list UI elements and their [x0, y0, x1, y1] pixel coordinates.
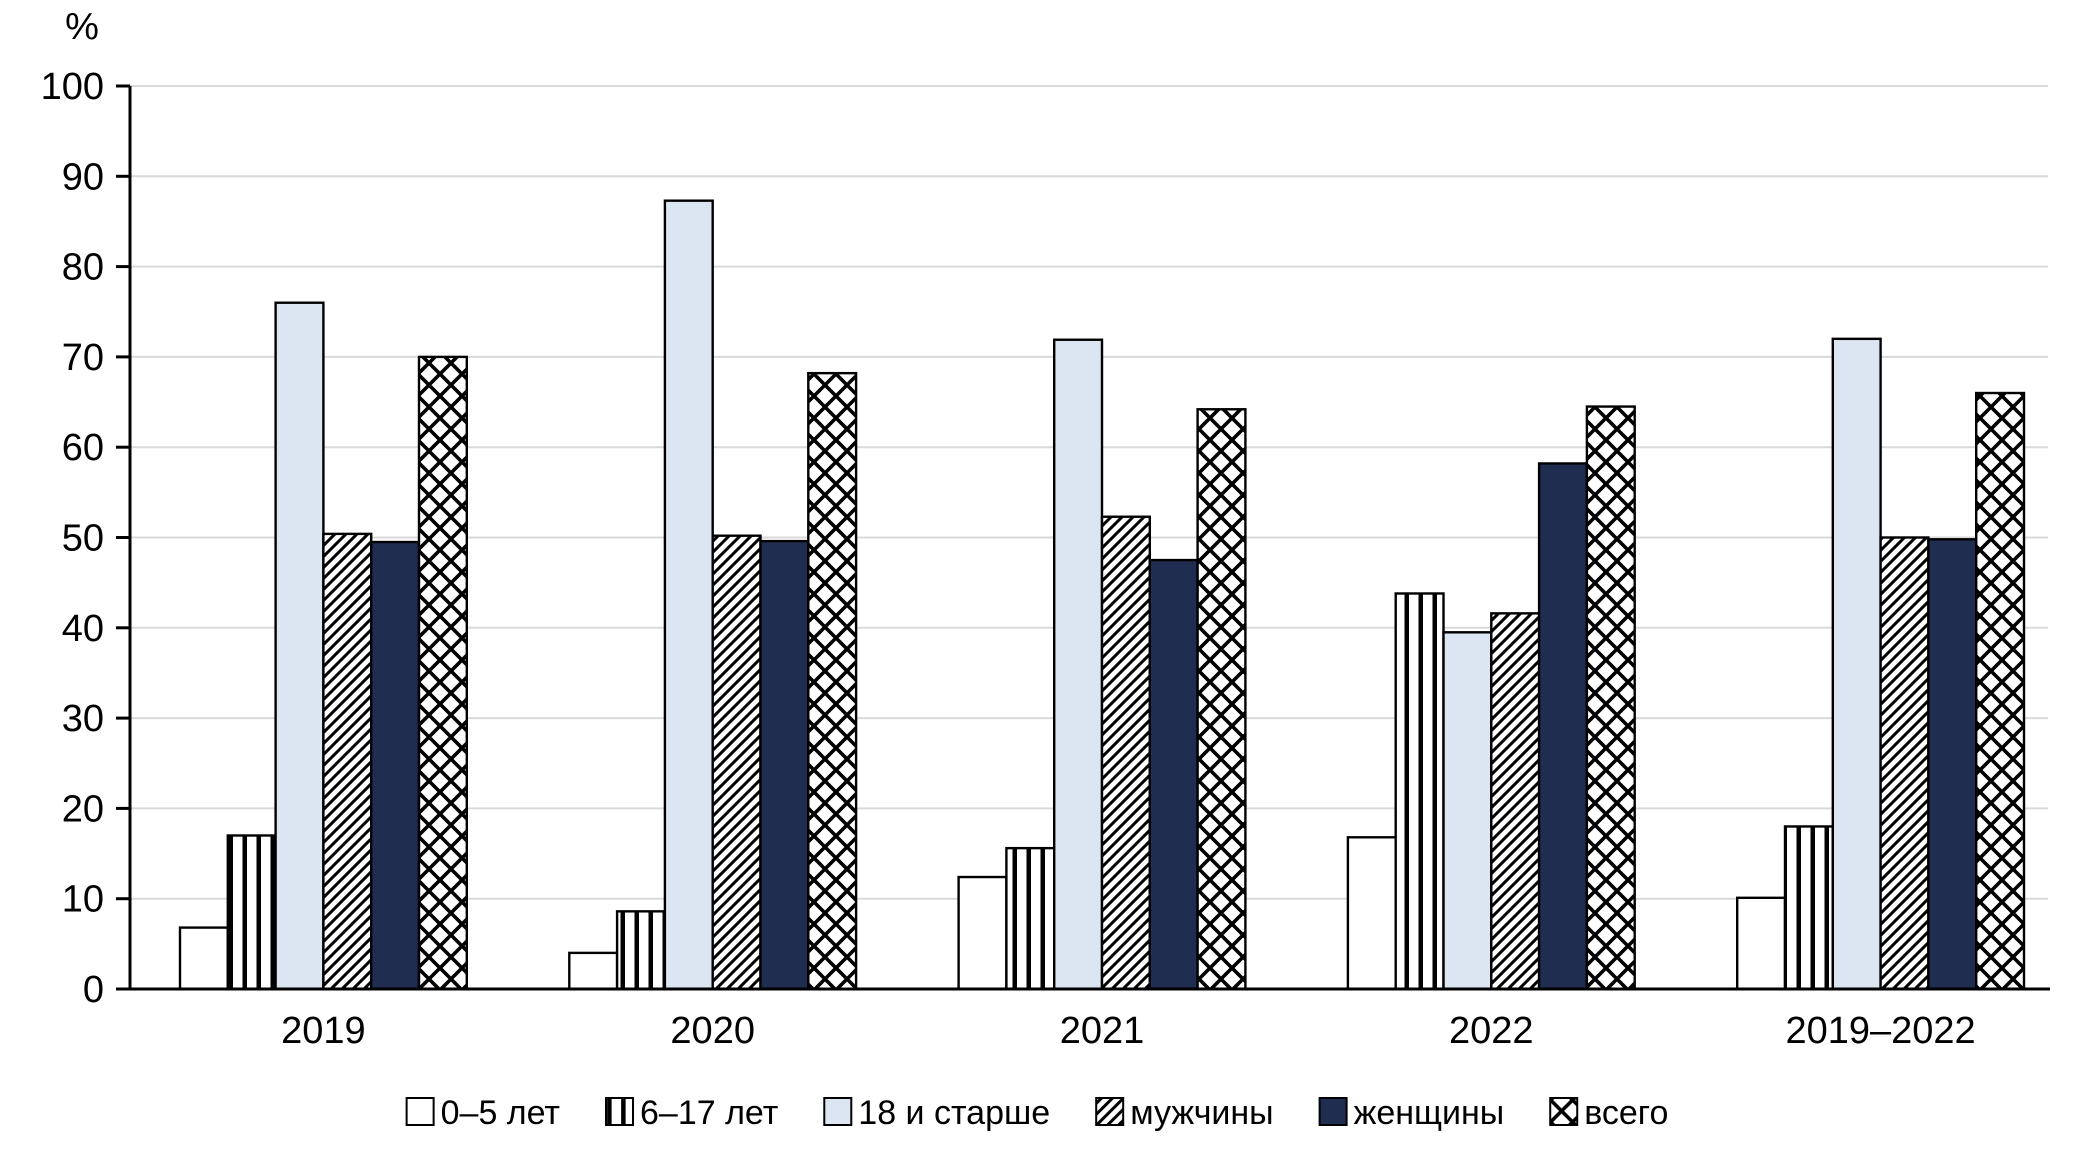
- bar: [711, 534, 762, 991]
- bar: [1490, 612, 1541, 991]
- bar: [1879, 536, 1930, 991]
- legend-swatch: [1095, 1097, 1125, 1126]
- bar: [615, 910, 667, 991]
- y-axis-tick-label: 50: [62, 518, 104, 560]
- legend-item: мужчины: [1095, 1094, 1274, 1132]
- bar: [1394, 592, 1445, 991]
- bar: [1100, 515, 1151, 991]
- legend-swatch: [1318, 1097, 1348, 1126]
- legend-swatch: [405, 1097, 435, 1126]
- y-axis-tick-label: 30: [62, 698, 104, 740]
- legend-item: женщины: [1318, 1094, 1505, 1132]
- y-axis-tick-label: 40: [62, 608, 104, 650]
- bar: [226, 834, 277, 991]
- bar: [1783, 825, 1834, 991]
- bar: [807, 371, 858, 991]
- y-axis-unit-label: %: [65, 6, 99, 48]
- bar: [1442, 631, 1493, 991]
- x-axis-category-label: 2019–2022: [1785, 1010, 1975, 1052]
- bar: [1831, 337, 1882, 991]
- x-axis-category-label: 2019: [281, 1010, 366, 1052]
- legend-label: женщины: [1354, 1094, 1505, 1132]
- x-axis-category-label: 2020: [670, 1010, 755, 1052]
- bar: [1052, 338, 1104, 991]
- legend-label: 18 и старше: [858, 1094, 1050, 1132]
- legend-swatch: [823, 1097, 853, 1126]
- bar: [1974, 391, 2026, 991]
- y-axis-tick-label: 70: [62, 337, 104, 379]
- bar: [663, 199, 714, 991]
- bar: [1148, 558, 1199, 991]
- legend-item: 18 и старше: [823, 1094, 1050, 1132]
- legend-label: всего: [1584, 1094, 1668, 1132]
- legend-swatch: [605, 1097, 634, 1126]
- bar: [1346, 836, 1397, 991]
- legend-swatch: [1549, 1097, 1579, 1126]
- bar: [1005, 846, 1056, 991]
- bar: [1585, 405, 1636, 991]
- legend-label: мужчины: [1130, 1094, 1273, 1132]
- y-axis-tick-label: 20: [62, 788, 104, 830]
- bar: [178, 926, 229, 991]
- y-axis-tick-label: 80: [62, 247, 104, 289]
- legend: 0–5 лет 6–17 лет 18 и старше мужчины женщины…: [405, 1094, 1668, 1132]
- x-axis-category-label: 2022: [1449, 1010, 1534, 1052]
- y-axis-tick-label: 90: [62, 156, 104, 198]
- bar: [370, 540, 421, 991]
- y-axis-tick-label: 0: [83, 969, 104, 1011]
- legend-label: 0–5 лет: [441, 1094, 560, 1132]
- y-axis-tick-label: 60: [62, 427, 104, 469]
- legend-label: 6–17 лет: [640, 1094, 778, 1132]
- bar: [1927, 538, 1978, 991]
- legend-item: 6–17 лет: [605, 1094, 778, 1132]
- bar: [1735, 896, 1787, 991]
- bar: [417, 355, 468, 991]
- bar: [1537, 462, 1589, 991]
- legend-item: 0–5 лет: [405, 1094, 560, 1132]
- legend-item: всего: [1549, 1094, 1668, 1132]
- bar: [568, 951, 619, 991]
- bar: [274, 301, 325, 991]
- x-axis-category-label: 2021: [1060, 1010, 1145, 1052]
- y-axis-tick-label: 10: [62, 879, 104, 921]
- bar: [759, 539, 810, 991]
- bar: [322, 532, 373, 991]
- bar: [957, 875, 1008, 991]
- bar: [1196, 408, 1247, 991]
- y-axis-tick-label: 100: [41, 66, 104, 108]
